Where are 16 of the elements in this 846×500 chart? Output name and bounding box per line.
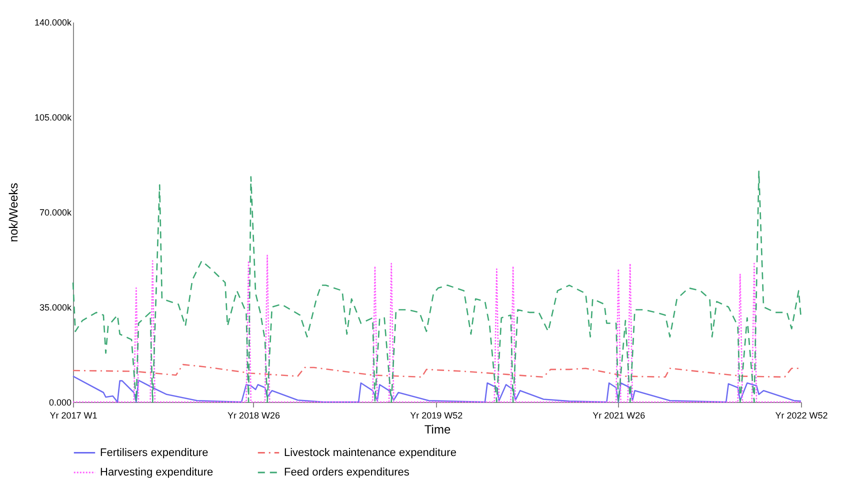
x-tick-label: Yr 2022 W52 — [775, 410, 828, 420]
x-tick-label: Yr 2018 W26 — [227, 410, 280, 420]
y-tick-label: 140.000k — [34, 18, 72, 28]
x-tick-label: Yr 2021 W26 — [592, 410, 646, 420]
y-axis-title: nok/Weeks — [6, 182, 20, 242]
x-tick-label: Yr 2019 W52 — [410, 410, 463, 420]
y-tick-label: 105.000k — [34, 112, 72, 122]
x-tick-label: Yr 2017 W1 — [50, 410, 98, 420]
legend-label: Livestock maintenance expenditure — [284, 446, 456, 459]
legend-label: Fertilisers expenditure — [100, 446, 208, 459]
legend-label: Feed orders expenditures — [284, 466, 410, 478]
y-tick-label: 70.000k — [39, 208, 72, 218]
y-tick-label: 0.000 — [48, 398, 72, 408]
x-axis-title: Time — [424, 422, 451, 436]
legend-label: Harvesting expenditure — [100, 466, 214, 478]
y-tick-label: 35.000k — [39, 302, 72, 312]
